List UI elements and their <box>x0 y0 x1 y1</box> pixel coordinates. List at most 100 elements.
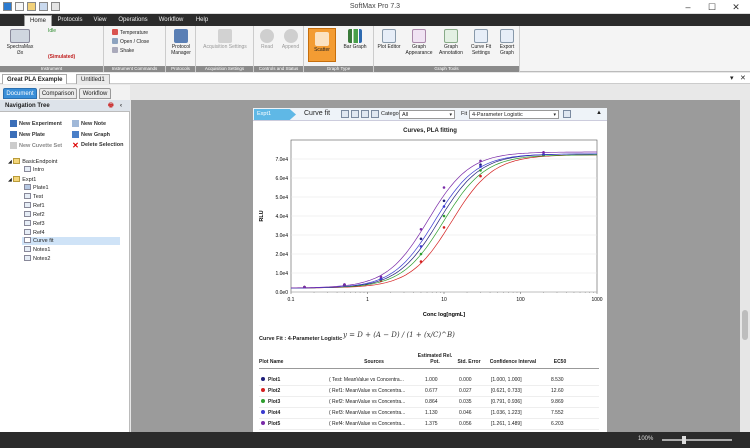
tree-item[interactable]: Plate1 <box>24 184 49 192</box>
scrollbar-thumb[interactable] <box>742 310 748 340</box>
export-graph-button[interactable]: Export Graph <box>496 29 518 56</box>
shake-button[interactable]: Shake <box>112 47 134 55</box>
temperature-button[interactable]: Temperature <box>112 29 148 37</box>
maximize-icon[interactable]: ☐ <box>707 2 717 12</box>
table-row[interactable]: Plot4 ( Ref3: MeanValue vs Concentra... … <box>259 408 599 419</box>
document-tab[interactable]: Untitled1 <box>76 74 110 84</box>
table-row[interactable]: Plot1 ( Test: MeanValue vs Concentra... … <box>259 375 599 386</box>
tree-item[interactable]: ◢ BasicEndpoint <box>8 158 58 165</box>
vertical-scrollbar[interactable] <box>740 100 750 432</box>
save-icon[interactable] <box>39 2 48 11</box>
tab-operations[interactable]: Operations <box>118 17 148 23</box>
tree-item[interactable]: ◢ Expt1 <box>8 176 37 183</box>
data-point <box>343 283 346 286</box>
graph-appearance-button[interactable]: Graph Appearance <box>404 29 434 56</box>
y-tick-label: 3.0e4 <box>275 233 288 239</box>
table-row[interactable]: Plot3 ( Ref2: MeanValue vs Concentra... … <box>259 397 599 408</box>
ribbon: SpectraMax i3x Idle (Simulated) Instrume… <box>0 26 750 72</box>
delete-selection-button[interactable]: ✕ Delete Selection <box>72 141 124 150</box>
tree-item[interactable]: Ref3 <box>24 220 45 228</box>
app-logo-icon <box>3 2 12 11</box>
zoom-slider-handle[interactable] <box>682 436 686 444</box>
zoom-slider[interactable] <box>662 436 732 444</box>
tree-item[interactable]: Intro <box>24 166 44 174</box>
data-point <box>379 275 383 279</box>
data-point <box>479 169 482 172</box>
tree-item-selected[interactable]: Curve fit <box>22 237 120 245</box>
column-header: Confidence Interval <box>489 359 537 365</box>
collapse-icon[interactable]: ▲ <box>596 110 602 116</box>
minimize-icon[interactable]: – <box>685 2 691 12</box>
tab-view[interactable]: View <box>93 17 107 23</box>
new-document-icon[interactable] <box>15 2 24 11</box>
tab-document[interactable]: Document <box>3 88 37 99</box>
fit-settings-icon[interactable] <box>563 110 571 118</box>
tab-comparison[interactable]: Comparison <box>39 88 77 99</box>
tab-help[interactable]: Help <box>195 17 209 23</box>
new-experiment-button[interactable]: New Experiment <box>10 120 62 127</box>
ribbon-tabs: Home Protocols View Operations Workflow … <box>0 14 750 26</box>
data-point <box>419 237 423 241</box>
table-row[interactable]: Plot2 ( Ref1: MeanValue vs Concentra... … <box>259 386 599 397</box>
data-point <box>419 252 423 256</box>
plot-editor-icon[interactable] <box>351 110 359 118</box>
tree-item[interactable]: Ref2 <box>24 211 45 219</box>
series-line <box>291 151 597 289</box>
tab-home[interactable]: Home <box>24 15 52 26</box>
group-table-icon <box>24 211 31 217</box>
protocol-manager-button[interactable]: Protocol Manager <box>167 29 195 56</box>
tab-workflow[interactable]: Workflow <box>158 17 184 23</box>
open-folder-icon[interactable] <box>27 2 36 11</box>
acquisition-settings-button[interactable]: Acquisition Settings <box>202 29 248 50</box>
export-icon[interactable] <box>371 110 379 118</box>
graph-settings-icon[interactable] <box>341 110 349 118</box>
group-label: Graph Tools <box>374 66 519 72</box>
group-table-icon <box>24 229 31 235</box>
data-point <box>479 159 482 163</box>
table-row[interactable]: Plot5 ( Ref4: MeanValue vs Concentra... … <box>259 419 599 430</box>
new-graph-button[interactable]: New Graph <box>72 131 110 138</box>
group-table-icon <box>24 220 31 226</box>
x-tick-label: 10 <box>441 297 447 303</box>
bar-graph-button[interactable]: Bar Graph <box>340 29 370 50</box>
close-icon[interactable]: ✕ <box>732 2 740 12</box>
delete-icon: ✕ <box>72 141 79 150</box>
tab-protocols[interactable]: Protocols <box>57 17 83 23</box>
pin-icon[interactable]: ‹ <box>120 103 122 109</box>
tree-item[interactable]: Ref1 <box>24 202 45 210</box>
tab-workflow[interactable]: Workflow <box>79 88 111 99</box>
graph-annotation-button[interactable]: Graph Annotation <box>436 29 466 56</box>
annotation-icon[interactable] <box>361 110 369 118</box>
header-divider <box>259 368 599 369</box>
data-point <box>479 174 482 178</box>
experiment-tag[interactable]: Expt1 <box>254 109 296 120</box>
document-close-icon[interactable]: ✕ <box>740 75 746 82</box>
new-note-button[interactable]: New Note <box>72 120 106 127</box>
x-axis-label: Conc log[ngmL] <box>423 312 465 318</box>
folder-icon <box>13 176 21 182</box>
bar-graph-icon <box>348 29 362 43</box>
fit-select[interactable]: 4-Parameter Logistic <box>469 110 559 119</box>
category-select[interactable]: All <box>399 110 455 119</box>
curve-fit-settings-button[interactable]: Curve Fit Settings <box>468 29 494 56</box>
plot-editor-button[interactable]: Plot Editor <box>376 29 402 50</box>
document-menu-icon[interactable]: ▾ <box>730 75 734 82</box>
curve-fit-icon <box>474 29 488 43</box>
new-plate-button[interactable]: New Plate <box>10 131 45 138</box>
tree-item[interactable]: Test <box>24 193 43 201</box>
navigation-tree-header: Navigation Tree 🖶 ‹ <box>0 100 130 112</box>
document-tab-active[interactable]: Great PLA Example <box>2 74 68 84</box>
read-button[interactable]: Read <box>257 29 277 50</box>
print-icon[interactable]: 🖶 <box>108 103 114 109</box>
instrument-name: SpectraMax i3x <box>6 44 34 56</box>
instrument-button[interactable]: SpectraMax i3x <box>3 29 37 56</box>
protocol-manager-icon <box>174 29 188 43</box>
print-icon[interactable] <box>51 2 60 11</box>
scatter-button[interactable]: Scatter <box>308 28 336 62</box>
open-close-button[interactable]: Open / Close <box>112 38 149 46</box>
append-button[interactable]: Append <box>279 29 302 50</box>
tree-item[interactable]: Ref4 <box>24 229 45 237</box>
new-cuvette-set-button[interactable]: New Cuvette Set <box>10 142 62 149</box>
tree-item[interactable]: Notes1 <box>24 246 50 254</box>
tree-item[interactable]: Notes2 <box>24 255 50 263</box>
